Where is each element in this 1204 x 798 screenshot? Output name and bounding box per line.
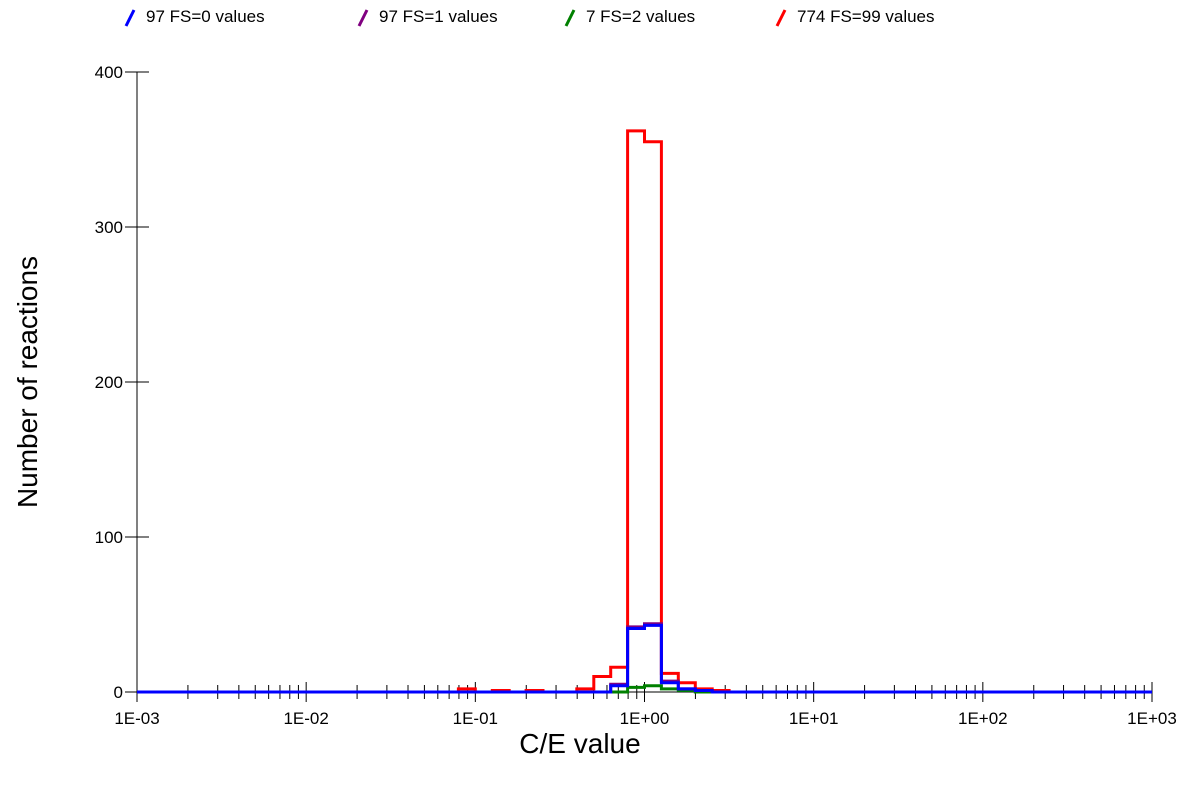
- series-line: [137, 622, 1152, 694]
- x-axis-title: C/E value: [519, 728, 641, 759]
- x-tick-label: 1E+02: [958, 709, 1008, 728]
- legend-label: 97 FS=0 values: [146, 7, 265, 26]
- legend-swatch: [775, 8, 787, 27]
- y-tick-label: 100: [95, 528, 123, 547]
- legend-swatch: [564, 8, 576, 27]
- legend-item: 774 FS=99 values: [775, 7, 935, 28]
- y-axis-title: Number of reactions: [12, 255, 43, 509]
- x-tick-label: 1E-02: [283, 709, 328, 728]
- legend-item: 7 FS=2 values: [564, 7, 695, 28]
- legend-swatch-line: [775, 8, 787, 27]
- axes: 0 100 200 300 400 1E-03 1E-02 1E-01 1E+00 1E+01 1E…: [95, 63, 1177, 728]
- legend-swatch-line: [564, 8, 576, 27]
- y-tick-label: 300: [95, 218, 123, 237]
- x-tick-label: 1E+01: [789, 709, 839, 728]
- y-tick-label: 200: [95, 373, 123, 392]
- legend-item: 97 FS=1 values: [357, 7, 498, 28]
- legend-swatch-line: [124, 8, 136, 27]
- legend-label: 97 FS=1 values: [379, 7, 498, 26]
- legend-label: 774 FS=99 values: [797, 7, 935, 26]
- legend-item: 97 FS=0 values: [124, 7, 265, 28]
- legend-swatch: [357, 8, 369, 27]
- legend-label: 7 FS=2 values: [586, 7, 696, 26]
- y-tick-label: 400: [95, 63, 123, 82]
- y-tick-label: 0: [114, 683, 123, 702]
- legend-swatch-line: [357, 8, 369, 27]
- series-layer: [137, 129, 1152, 694]
- x-tick-label: 1E+00: [620, 709, 670, 728]
- series-line: [137, 623, 1152, 694]
- x-tick-label: 1E+03: [1127, 709, 1177, 728]
- x-tick-label: 1E-01: [453, 709, 498, 728]
- legend-swatch: [124, 8, 136, 27]
- x-tick-label: 1E-03: [114, 709, 159, 728]
- series-line: [137, 129, 1152, 694]
